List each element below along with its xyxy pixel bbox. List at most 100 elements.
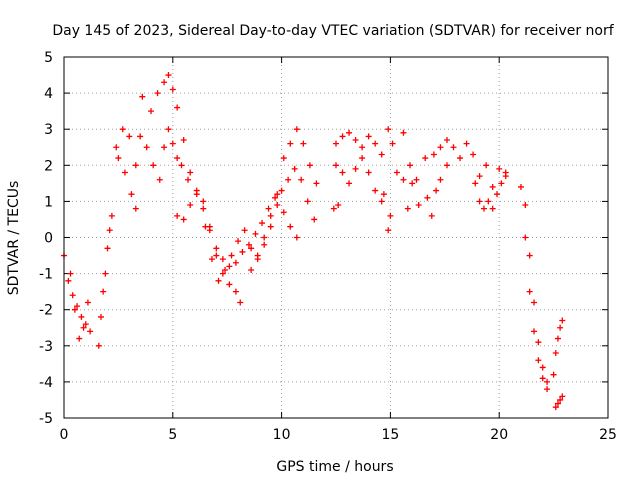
data-point xyxy=(393,169,400,176)
data-point xyxy=(554,400,561,407)
data-point xyxy=(400,129,407,136)
data-point xyxy=(65,277,72,284)
y-tick-label: 2 xyxy=(44,158,53,174)
x-tick-label: 20 xyxy=(490,427,508,443)
data-point xyxy=(552,350,559,357)
data-point xyxy=(300,140,307,147)
y-tick-label: -3 xyxy=(39,339,53,355)
data-point xyxy=(165,126,172,133)
data-point xyxy=(544,386,551,393)
series-arc-n xyxy=(517,183,551,393)
data-point xyxy=(76,335,83,342)
data-point xyxy=(522,234,529,241)
data-point xyxy=(443,137,450,144)
data-point xyxy=(278,187,285,194)
data-point xyxy=(104,245,111,252)
data-point xyxy=(69,292,76,299)
data-point xyxy=(437,144,444,151)
series-arc-d xyxy=(113,72,244,306)
data-point xyxy=(187,202,194,209)
data-point xyxy=(489,205,496,212)
data-point xyxy=(174,155,181,162)
series-arc-p xyxy=(550,317,566,411)
data-point xyxy=(267,212,274,219)
data-point xyxy=(476,173,483,180)
series-arc-g xyxy=(202,126,320,284)
data-point xyxy=(522,202,529,209)
data-point xyxy=(404,205,411,212)
data-point xyxy=(154,90,161,97)
data-point xyxy=(78,313,85,320)
data-point xyxy=(480,205,487,212)
data-point xyxy=(161,79,168,86)
data-point xyxy=(239,248,246,255)
data-point xyxy=(108,212,115,219)
data-point xyxy=(274,191,281,198)
data-point xyxy=(235,238,242,245)
data-point xyxy=(174,104,181,111)
data-point xyxy=(267,223,274,230)
data-point xyxy=(261,234,268,241)
data-point xyxy=(422,155,429,162)
data-point xyxy=(169,86,176,93)
data-point xyxy=(557,324,564,331)
data-point xyxy=(385,126,392,133)
series-arc-k xyxy=(330,162,450,219)
data-point xyxy=(187,169,194,176)
data-point xyxy=(413,176,420,183)
data-point xyxy=(311,216,318,223)
data-point xyxy=(531,328,538,335)
data-point xyxy=(200,205,207,212)
data-point xyxy=(552,404,559,411)
data-point xyxy=(208,256,215,263)
data-point xyxy=(463,140,470,147)
data-point xyxy=(535,339,542,346)
data-point xyxy=(180,216,187,223)
data-point xyxy=(372,140,379,147)
data-point xyxy=(280,155,287,162)
data-point xyxy=(494,191,501,198)
data-point xyxy=(71,306,78,313)
data-point xyxy=(280,209,287,216)
data-point xyxy=(248,245,255,252)
data-point xyxy=(424,194,431,201)
data-point xyxy=(365,133,372,140)
data-point xyxy=(378,151,385,158)
series-arc-c xyxy=(95,212,115,349)
data-point xyxy=(335,202,342,209)
data-point xyxy=(219,256,226,263)
data-point xyxy=(241,227,248,234)
data-point xyxy=(539,375,546,382)
data-point xyxy=(232,288,239,295)
data-point xyxy=(352,137,359,144)
data-point xyxy=(248,266,255,273)
data-point xyxy=(174,212,181,219)
data-point xyxy=(502,173,509,180)
data-point xyxy=(557,396,564,403)
data-point xyxy=(200,198,207,205)
data-point xyxy=(132,205,139,212)
data-point xyxy=(535,357,542,364)
data-point xyxy=(526,288,533,295)
x-tick-label: 0 xyxy=(60,427,69,443)
data-point xyxy=(67,270,74,277)
data-point xyxy=(291,165,298,172)
series-arc-l xyxy=(400,129,509,190)
data-point xyxy=(121,169,128,176)
data-point xyxy=(287,140,294,147)
data-point xyxy=(128,191,135,198)
x-tick-label: 10 xyxy=(273,427,291,443)
data-point xyxy=(472,180,479,187)
data-point xyxy=(457,155,464,162)
data-point xyxy=(193,191,200,198)
data-point xyxy=(372,187,379,194)
x-tick-label: 15 xyxy=(381,427,399,443)
data-point xyxy=(180,137,187,144)
data-point xyxy=(293,234,300,241)
data-point xyxy=(113,144,120,151)
data-point xyxy=(339,169,346,176)
data-point xyxy=(228,252,235,259)
data-point xyxy=(261,241,268,248)
y-tick-label: 1 xyxy=(44,194,53,210)
